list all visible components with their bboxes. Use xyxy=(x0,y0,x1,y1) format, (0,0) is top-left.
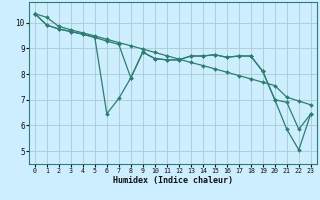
X-axis label: Humidex (Indice chaleur): Humidex (Indice chaleur) xyxy=(113,176,233,185)
